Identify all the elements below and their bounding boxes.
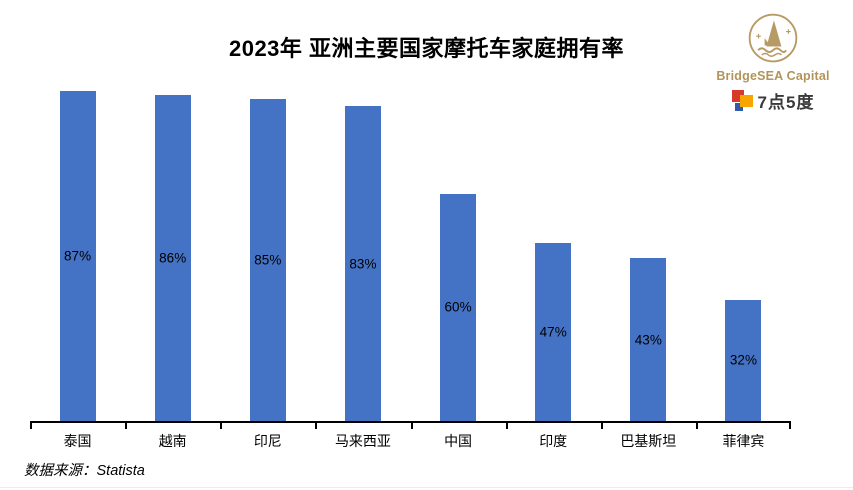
partner-squares-icon	[731, 90, 753, 111]
x-axis-category-label: 印尼	[253, 433, 282, 449]
x-axis-category-label: 印度	[539, 433, 568, 449]
x-axis-category-label: 中国	[444, 433, 473, 449]
chart-title: 2023年 亚洲主要国家摩托车家庭拥有率	[228, 36, 625, 61]
partner-name: 7点5度	[757, 93, 815, 112]
sailboat-circle-icon	[748, 13, 798, 63]
x-axis-category-label: 巴基斯坦	[620, 433, 677, 449]
bar-value-label: 43%	[634, 332, 662, 347]
company-name: BridgeSEA Capital	[716, 69, 830, 83]
axis-tick	[30, 423, 32, 429]
bar-value-label: 60%	[444, 299, 472, 315]
bar-value-label: 83%	[349, 256, 377, 272]
bar-value-label: 85%	[254, 252, 282, 268]
bar-value-label: 87%	[64, 248, 92, 264]
axis-tick	[315, 423, 318, 429]
partner-logo: 7点5度	[731, 88, 815, 113]
bar	[59, 91, 96, 421]
x-axis-category-label: 越南	[158, 433, 187, 449]
source-note: 数据来源：Statista	[24, 463, 145, 479]
axis-tick	[505, 423, 508, 429]
bar-value-label: 47%	[539, 324, 567, 340]
x-axis-line	[30, 421, 791, 423]
axis-tick	[125, 423, 128, 429]
axis-tick	[695, 423, 698, 429]
x-axis-category-label: 马来西亚	[334, 433, 391, 449]
bar	[344, 106, 381, 421]
bar	[725, 299, 762, 421]
axis-tick	[789, 423, 791, 429]
x-axis-category-label: 泰国	[63, 433, 92, 449]
bar	[440, 193, 477, 421]
logo-block: BridgeSEA Capital 7点5度	[703, 10, 843, 113]
bar	[249, 98, 286, 421]
axis-tick	[600, 423, 603, 429]
axis-tick	[220, 423, 223, 429]
bar	[154, 95, 191, 421]
orange-square-icon	[739, 95, 753, 107]
bar-value-label: 32%	[729, 352, 757, 368]
bar	[630, 258, 667, 421]
x-axis-category-label: 菲律宾	[722, 433, 765, 449]
page-bottom-edge	[0, 487, 853, 488]
bar	[535, 242, 572, 421]
bar-value-label: 86%	[159, 250, 187, 266]
axis-tick	[410, 423, 413, 429]
blue-square-icon	[734, 103, 743, 111]
